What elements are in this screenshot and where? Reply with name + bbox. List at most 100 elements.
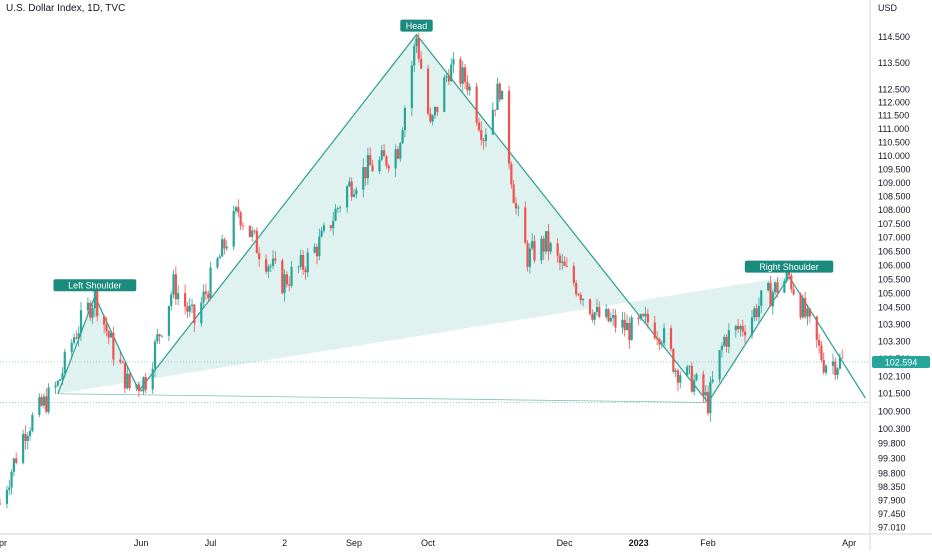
candle [207,290,210,303]
candle-body [410,65,413,109]
candle [595,298,599,316]
candle-body [322,225,326,231]
candle-body [378,159,381,172]
candle-body [679,375,682,383]
candle [320,226,323,238]
candle [135,383,138,392]
candle [86,297,90,316]
price-tick-label: 107.000 [878,233,911,243]
candle-body [239,212,242,226]
candle-body [315,246,319,257]
candle [204,283,208,301]
candle [79,302,83,341]
candle [302,250,305,275]
candle-body [160,335,164,337]
candle-body [614,315,617,328]
candle-body [672,349,675,372]
candle [174,266,177,306]
candle-body [258,253,261,260]
time-tick-label: 2023 [629,538,649,548]
candle [841,349,844,359]
price-tick-label: 106.500 [878,246,911,256]
candle [140,388,143,392]
candle-body [834,361,837,375]
candle [348,177,351,188]
candle-body [621,319,624,328]
candle-body [267,266,270,272]
candle-body [42,396,46,406]
candle [577,292,580,296]
candle-body [121,362,124,363]
candle-body [399,143,402,159]
candle [658,337,661,351]
candle-body [593,312,596,320]
candle-body [463,67,467,83]
candle [461,61,464,92]
candle-body [660,343,663,345]
candle-body [332,220,335,229]
candle [575,279,578,297]
candle-body [743,331,747,336]
candle-body [741,325,744,332]
candle [156,328,159,344]
candle-body [96,289,99,317]
candle [417,32,420,63]
candle [128,373,131,391]
candle [258,246,261,267]
candle [628,317,631,349]
candle-body [8,487,11,490]
candle-body [237,207,240,213]
candle-body [753,308,756,318]
candle-body [396,149,400,159]
candle [225,240,228,252]
candle-body [607,308,610,322]
candle-body [140,390,143,392]
candle [269,263,272,273]
price-tick-label: 97.010 [878,523,906,533]
candle [774,281,777,295]
candle [47,383,50,414]
candle-body [234,207,238,212]
candle [167,305,171,342]
candle-body [413,46,416,66]
candle-body [40,397,43,406]
candle-body [452,59,455,65]
candle [621,311,624,334]
candle-body [144,377,147,390]
price-tick-label: 107.500 [878,219,911,229]
candle-body [774,282,777,293]
candle-body [61,373,64,380]
price-tick-label: 103.300 [878,337,911,347]
candle [623,312,626,337]
candle [767,281,770,292]
candle [771,289,774,315]
candle [561,254,564,270]
price-tick-label: 106.000 [878,260,911,270]
candle [248,225,251,238]
candle [593,311,596,326]
candle-body [787,271,791,276]
candle [70,339,73,360]
candle-body [352,194,356,197]
candle-body [10,471,13,488]
candle-body [669,328,673,350]
candle-body [186,306,189,312]
candle [783,278,786,294]
candle-body [28,430,32,436]
candle-body [507,90,511,164]
candle [591,308,594,323]
candle-body [720,345,724,351]
candle-body [459,59,462,84]
candle [817,333,821,354]
candle [288,276,291,292]
candle [352,188,356,198]
candle [558,252,562,271]
candle [371,159,374,172]
candle [158,333,161,344]
candle [285,271,289,288]
candle [188,297,191,317]
candle [345,184,349,213]
candle [255,227,258,254]
candle-body [274,258,277,261]
